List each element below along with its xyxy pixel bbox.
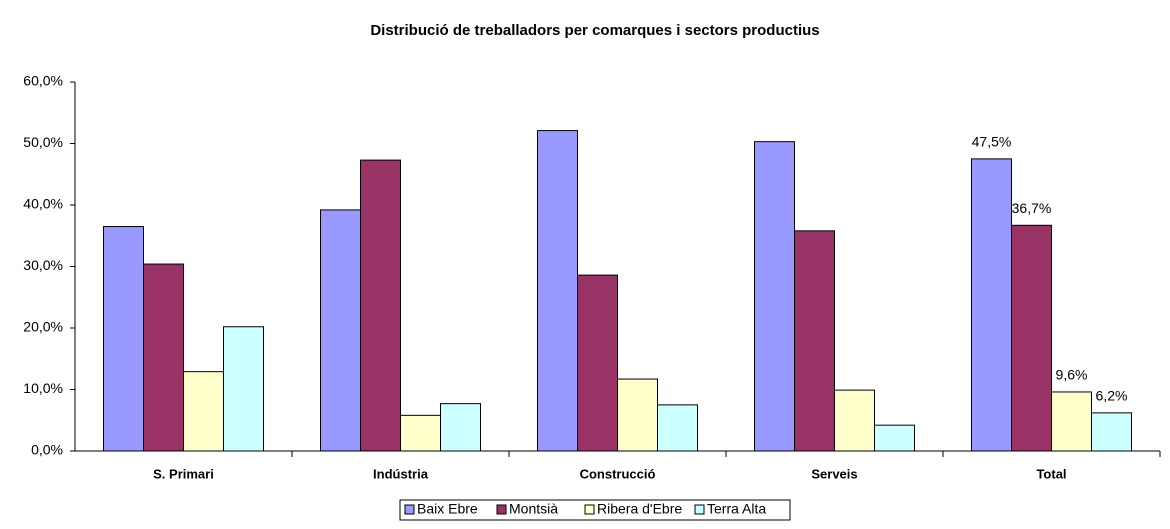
bar (577, 274, 618, 452)
y-tick-label: 40,0% (23, 196, 63, 212)
legend-label: Ribera d'Ebre (597, 501, 682, 517)
legend-label: Baix Ebre (417, 501, 478, 517)
bar (794, 230, 835, 452)
legend-swatch (694, 504, 705, 515)
legend-swatch (584, 504, 595, 515)
bar (1011, 224, 1052, 452)
bar (874, 424, 915, 452)
y-tick-label: 0,0% (31, 442, 63, 458)
x-tick-label: Indústria (373, 466, 429, 481)
bar (400, 414, 441, 452)
data-label: 9,6% (1056, 367, 1088, 383)
bar (320, 209, 361, 452)
data-label: 36,7% (1012, 200, 1052, 216)
x-tick-label: S. Primari (153, 466, 214, 481)
y-tick-label: 60,0% (23, 73, 63, 89)
bar (183, 371, 224, 452)
bar (360, 159, 401, 452)
bar (971, 158, 1012, 452)
x-tick-label: Total (1036, 466, 1066, 481)
bar (754, 141, 795, 452)
bar (657, 404, 698, 452)
bar (1051, 391, 1092, 452)
y-tick-label: 20,0% (23, 319, 63, 335)
bar (440, 403, 481, 452)
bar (834, 389, 875, 452)
bar (223, 326, 264, 452)
bar (537, 130, 578, 452)
bar (617, 378, 658, 452)
y-tick-label: 50,0% (23, 134, 63, 150)
x-tick-label: Construcció (580, 466, 656, 481)
legend-swatch (496, 504, 507, 515)
legend-swatch (404, 504, 415, 515)
y-tick-label: 10,0% (23, 380, 63, 396)
legend-label: Montsià (509, 501, 558, 517)
chart-title: Distribució de treballadors per comarque… (370, 22, 819, 39)
bar (143, 263, 184, 452)
bar (1091, 412, 1132, 452)
legend-label: Terra Alta (707, 501, 766, 517)
data-label: 6,2% (1096, 388, 1128, 404)
bar (103, 226, 144, 452)
x-tick-label: Serveis (811, 466, 857, 481)
data-label: 47,5% (972, 134, 1012, 150)
y-tick-label: 30,0% (23, 257, 63, 273)
